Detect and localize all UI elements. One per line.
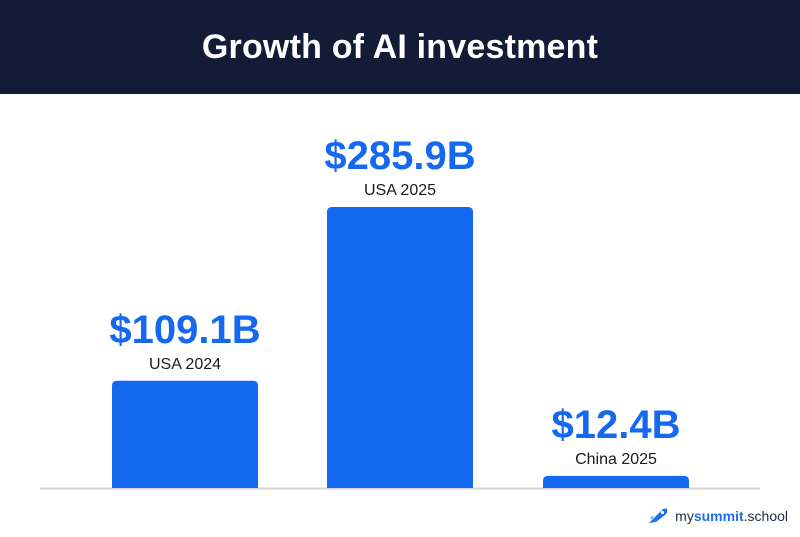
category-label-1: USA 2025 <box>364 182 436 199</box>
chart-title: Growth of AI investment <box>201 27 599 66</box>
value-label-1: $285.9B <box>324 134 475 178</box>
brand-logo: mysummit.school <box>647 507 788 525</box>
bar-1 <box>327 207 473 488</box>
category-label-2: China 2025 <box>575 451 657 468</box>
rocket-icon <box>649 508 668 523</box>
brand-text-summit: summit <box>693 508 744 524</box>
bar-2 <box>543 475 689 488</box>
bar-chart: USA 2024 $109.1B USA 2025 $285.9B China 2025… <box>0 94 800 537</box>
brand-text-my: my <box>675 508 694 524</box>
value-label-0: $109.1B <box>109 308 260 352</box>
bar-chart-svg: USA 2024 $109.1B USA 2025 $285.9B China 2025… <box>40 134 760 490</box>
chart-header: Growth of AI investment <box>0 0 800 94</box>
brand-text-school: .school <box>743 508 788 524</box>
category-label-0: USA 2024 <box>149 356 221 373</box>
value-label-2: $12.4B <box>552 403 681 447</box>
bar-0 <box>112 380 258 488</box>
